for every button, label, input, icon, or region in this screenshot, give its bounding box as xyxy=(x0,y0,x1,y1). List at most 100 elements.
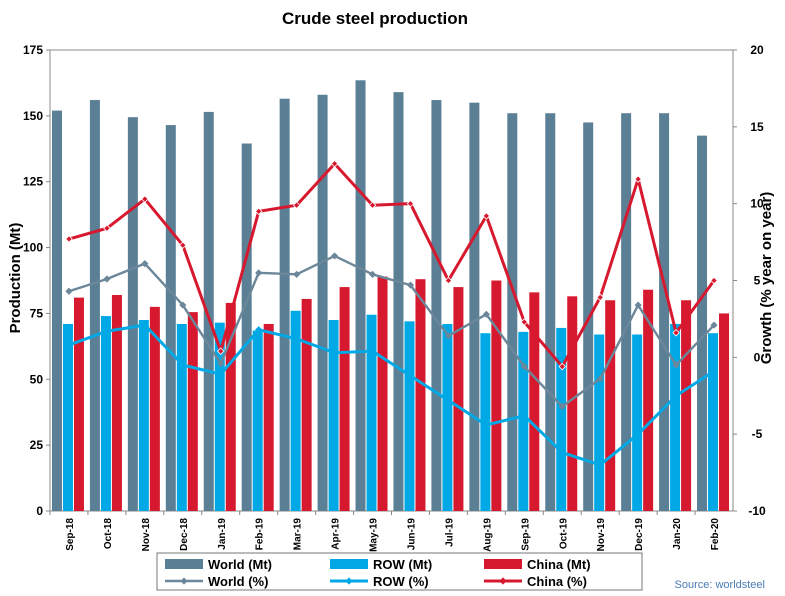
legend-label: World (Mt) xyxy=(208,557,272,572)
point-world-pct-dec-19 xyxy=(634,301,642,309)
legend-label: World (%) xyxy=(208,574,268,589)
x-tick-label: Apr-19 xyxy=(331,518,342,550)
bar-row-aug-19 xyxy=(480,333,491,511)
bar-row-sep-19 xyxy=(518,331,529,511)
bar-china-dec-18 xyxy=(187,312,198,511)
point-china-pct-oct-18 xyxy=(103,224,111,233)
bar-china-nov-19 xyxy=(605,300,616,511)
line-china-pct xyxy=(68,162,716,369)
bar-world-sep-18 xyxy=(51,110,62,512)
point-world-pct-apr-19 xyxy=(330,252,339,260)
source-note: Source: worldsteel xyxy=(675,579,766,591)
point-row-pct-feb-20 xyxy=(710,367,718,375)
point-china-pct-oct-19 xyxy=(558,362,567,371)
point-world-pct-nov-18 xyxy=(141,259,149,268)
x-tick-label: May-19 xyxy=(369,518,380,552)
point-row-pct-jun-19 xyxy=(406,372,415,380)
x-tick-label: Dec-19 xyxy=(634,518,645,551)
point-world-pct-dec-18 xyxy=(179,301,187,309)
bar-china-jan-20 xyxy=(681,300,692,511)
point-china-pct-jan-20 xyxy=(672,328,680,337)
y2-tick-label: 20 xyxy=(750,43,764,57)
y-tick-label: 50 xyxy=(30,372,44,386)
bar-row-jan-20 xyxy=(670,323,681,511)
bar-china-sep-18 xyxy=(73,297,84,511)
y-axis-title: Production (Mt) xyxy=(7,223,24,334)
bar-china-jun-19 xyxy=(415,279,426,511)
x-tick-label: Jul-19 xyxy=(444,518,455,547)
bar-china-oct-19 xyxy=(567,296,578,511)
legend: World (Mt) ROW (Mt) China (Mt) World (%) ROW… xyxy=(156,552,643,591)
point-china-pct-apr-19 xyxy=(330,159,339,168)
bar-row-jan-19 xyxy=(214,322,225,511)
point-world-pct-jan-19 xyxy=(217,359,225,368)
legend-marker xyxy=(345,577,353,585)
bar-world-nov-18 xyxy=(127,117,138,511)
bar-china-sep-19 xyxy=(529,292,540,511)
point-world-pct-sep-18 xyxy=(65,287,73,295)
bar-row-oct-19 xyxy=(556,327,567,511)
bar-china-mar-19 xyxy=(301,298,312,511)
legend-label: China (Mt) xyxy=(527,557,591,572)
bar-row-nov-18 xyxy=(138,320,149,511)
bar-world-sep-19 xyxy=(507,113,518,512)
point-world-pct-mar-19 xyxy=(293,270,301,278)
legend-swatch-row-mt xyxy=(330,559,368,569)
bar-world-jun-19 xyxy=(393,92,404,512)
x-tick-label: Oct-19 xyxy=(558,518,569,550)
point-row-pct-oct-19 xyxy=(558,449,566,457)
bar-china-jul-19 xyxy=(453,287,464,511)
bar-row-feb-20 xyxy=(708,333,719,511)
x-tick-label: Mar-19 xyxy=(293,518,304,551)
bar-china-feb-19 xyxy=(263,323,274,511)
y-tick-label: 75 xyxy=(30,306,44,320)
point-row-pct-jan-20 xyxy=(672,392,680,400)
bar-china-nov-18 xyxy=(149,306,160,511)
y-tick-label: 125 xyxy=(23,175,43,189)
y2-axis-title: Growth (% year on year) xyxy=(758,192,775,365)
point-world-pct-jan-20 xyxy=(672,361,680,369)
bar-row-nov-19 xyxy=(594,334,605,511)
legend-marker xyxy=(180,577,188,585)
point-row-pct-oct-18 xyxy=(103,327,111,335)
bar-china-oct-18 xyxy=(111,294,122,511)
bar-world-oct-19 xyxy=(545,113,556,512)
bar-world-may-19 xyxy=(355,80,366,512)
bar-world-jul-19 xyxy=(431,100,442,512)
bar-world-oct-18 xyxy=(89,100,100,512)
y-tick-label: 0 xyxy=(36,504,43,518)
point-row-pct-aug-19 xyxy=(482,421,490,429)
line-world-pct xyxy=(68,254,715,408)
chart-title: Crude steel production xyxy=(282,9,468,28)
point-world-pct-oct-19 xyxy=(558,402,566,411)
y2-tick-label: 5 xyxy=(754,274,761,288)
point-china-pct-feb-19 xyxy=(254,207,263,216)
point-world-pct-sep-19 xyxy=(520,362,528,371)
bar-world-dec-18 xyxy=(165,125,176,511)
point-china-pct-aug-19 xyxy=(482,212,491,220)
x-tick-label: Sep-19 xyxy=(520,518,531,551)
bar-china-may-19 xyxy=(377,276,388,511)
point-row-pct-jul-19 xyxy=(444,396,453,404)
bar-world-jan-19 xyxy=(203,111,214,512)
point-row-pct-nov-19 xyxy=(596,461,604,469)
point-row-pct-dec-18 xyxy=(179,361,187,369)
y2-tick-label: -10 xyxy=(748,504,766,518)
y2-tick-label: 0 xyxy=(754,350,761,364)
bar-row-mar-19 xyxy=(290,310,301,511)
point-china-pct-may-19 xyxy=(368,201,377,209)
bar-world-dec-19 xyxy=(621,113,632,512)
point-row-pct-mar-19 xyxy=(293,335,301,343)
point-world-pct-may-19 xyxy=(368,270,377,278)
bar-world-jan-20 xyxy=(659,113,670,512)
point-china-pct-dec-18 xyxy=(179,241,187,249)
bar-row-dec-19 xyxy=(632,334,643,511)
point-china-pct-sep-19 xyxy=(520,318,529,326)
bar-china-aug-19 xyxy=(491,280,502,511)
line-row-pct xyxy=(68,323,715,467)
y2-tick-label: 10 xyxy=(750,197,764,211)
point-row-pct-apr-19 xyxy=(330,349,339,357)
bar-row-jun-19 xyxy=(404,321,415,511)
y2-tick-label: -5 xyxy=(752,427,763,441)
